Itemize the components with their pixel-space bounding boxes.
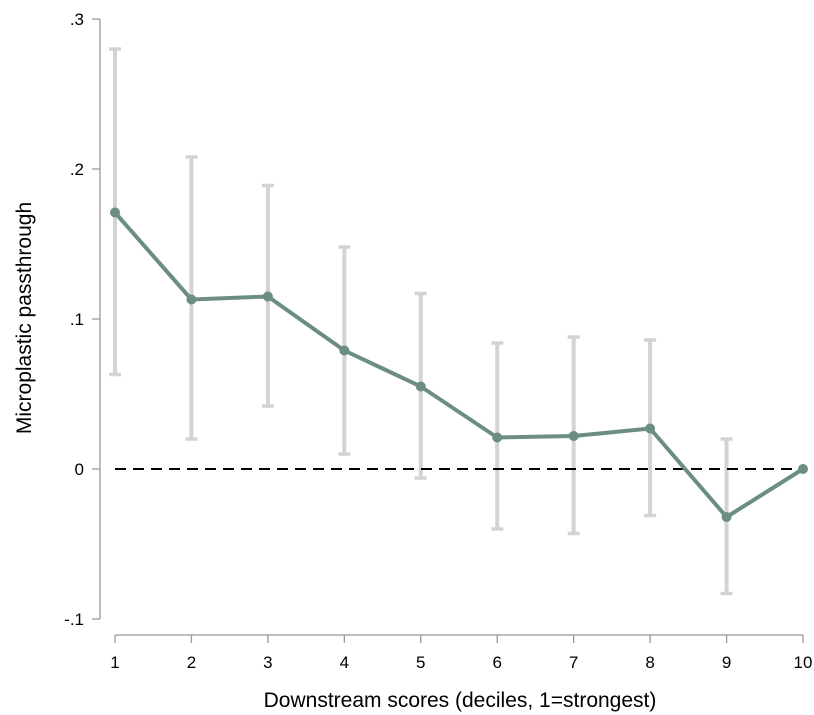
y-axis-title: Microplastic passthrough	[13, 202, 36, 434]
x-tick-label: 10	[794, 653, 813, 672]
y-tick-label: -.1	[64, 610, 84, 629]
x-axis-title: Downstream scores (deciles, 1=strongest)	[264, 689, 657, 712]
y-tick-label: .3	[70, 10, 84, 29]
x-tick-label: 9	[722, 653, 731, 672]
data-point	[721, 512, 732, 522]
y-tick-label: 0	[75, 460, 84, 479]
axes: -.1 0 .1 .2 .3 1 2 3 4 5 6 7 8 9 10	[64, 10, 812, 672]
x-tick-label: 8	[645, 653, 654, 672]
data-point	[798, 464, 808, 474]
x-tick-label: 6	[492, 653, 501, 672]
data-point	[186, 294, 197, 305]
data-point	[492, 432, 503, 443]
data-point	[110, 207, 120, 218]
data-point	[645, 423, 656, 434]
series-line	[113, 210, 805, 519]
series-group	[110, 207, 808, 522]
data-point	[262, 291, 273, 302]
x-tick-label: 2	[187, 653, 196, 672]
x-tick-label: 7	[569, 653, 578, 672]
y-tick-label: .1	[70, 310, 84, 329]
error-bars	[109, 47, 733, 596]
x-tick-label: 1	[110, 653, 119, 672]
x-tick-label: 4	[340, 653, 349, 672]
labels: Downstream scores (deciles, 1=strongest)…	[13, 202, 656, 712]
data-point	[568, 431, 579, 441]
data-point	[415, 381, 426, 392]
y-tick-label: .2	[70, 160, 84, 179]
x-tick-label: 3	[263, 653, 272, 672]
data-point	[339, 345, 350, 356]
x-tick-label: 5	[416, 653, 425, 672]
